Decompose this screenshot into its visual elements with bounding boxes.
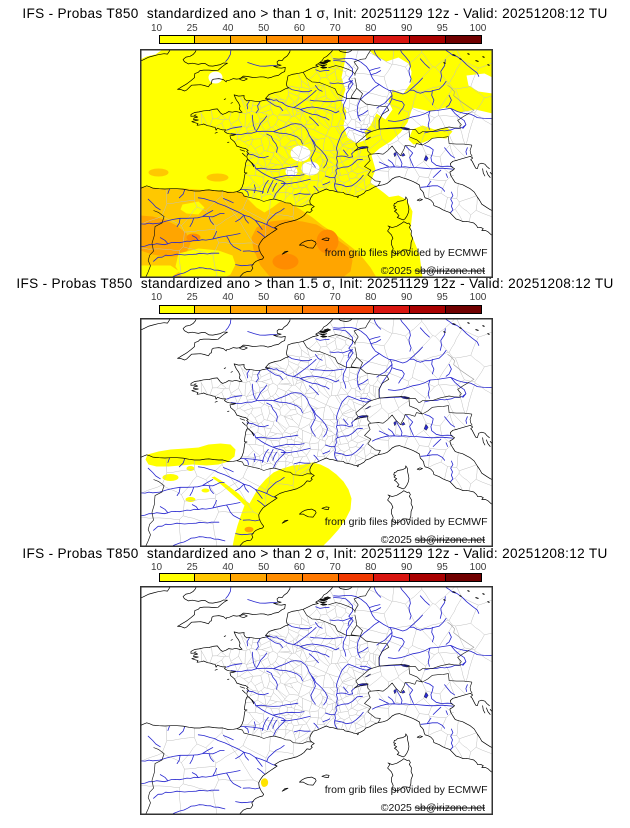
svg-text:©2025 sb@irizone.net: ©2025 sb@irizone.net [381, 802, 485, 814]
svg-text:from grib files provided by EC: from grib files provided by ECMWF [325, 247, 488, 259]
svg-text:from grib files provided by EC: from grib files provided by ECMWF [325, 784, 488, 796]
svg-text:©2025 sb@irizone.net: ©2025 sb@irizone.net [381, 265, 485, 277]
svg-text:©2025 sb@irizone.net: ©2025 sb@irizone.net [381, 534, 485, 546]
svg-text:from grib files provided by EC: from grib files provided by ECMWF [325, 516, 488, 528]
